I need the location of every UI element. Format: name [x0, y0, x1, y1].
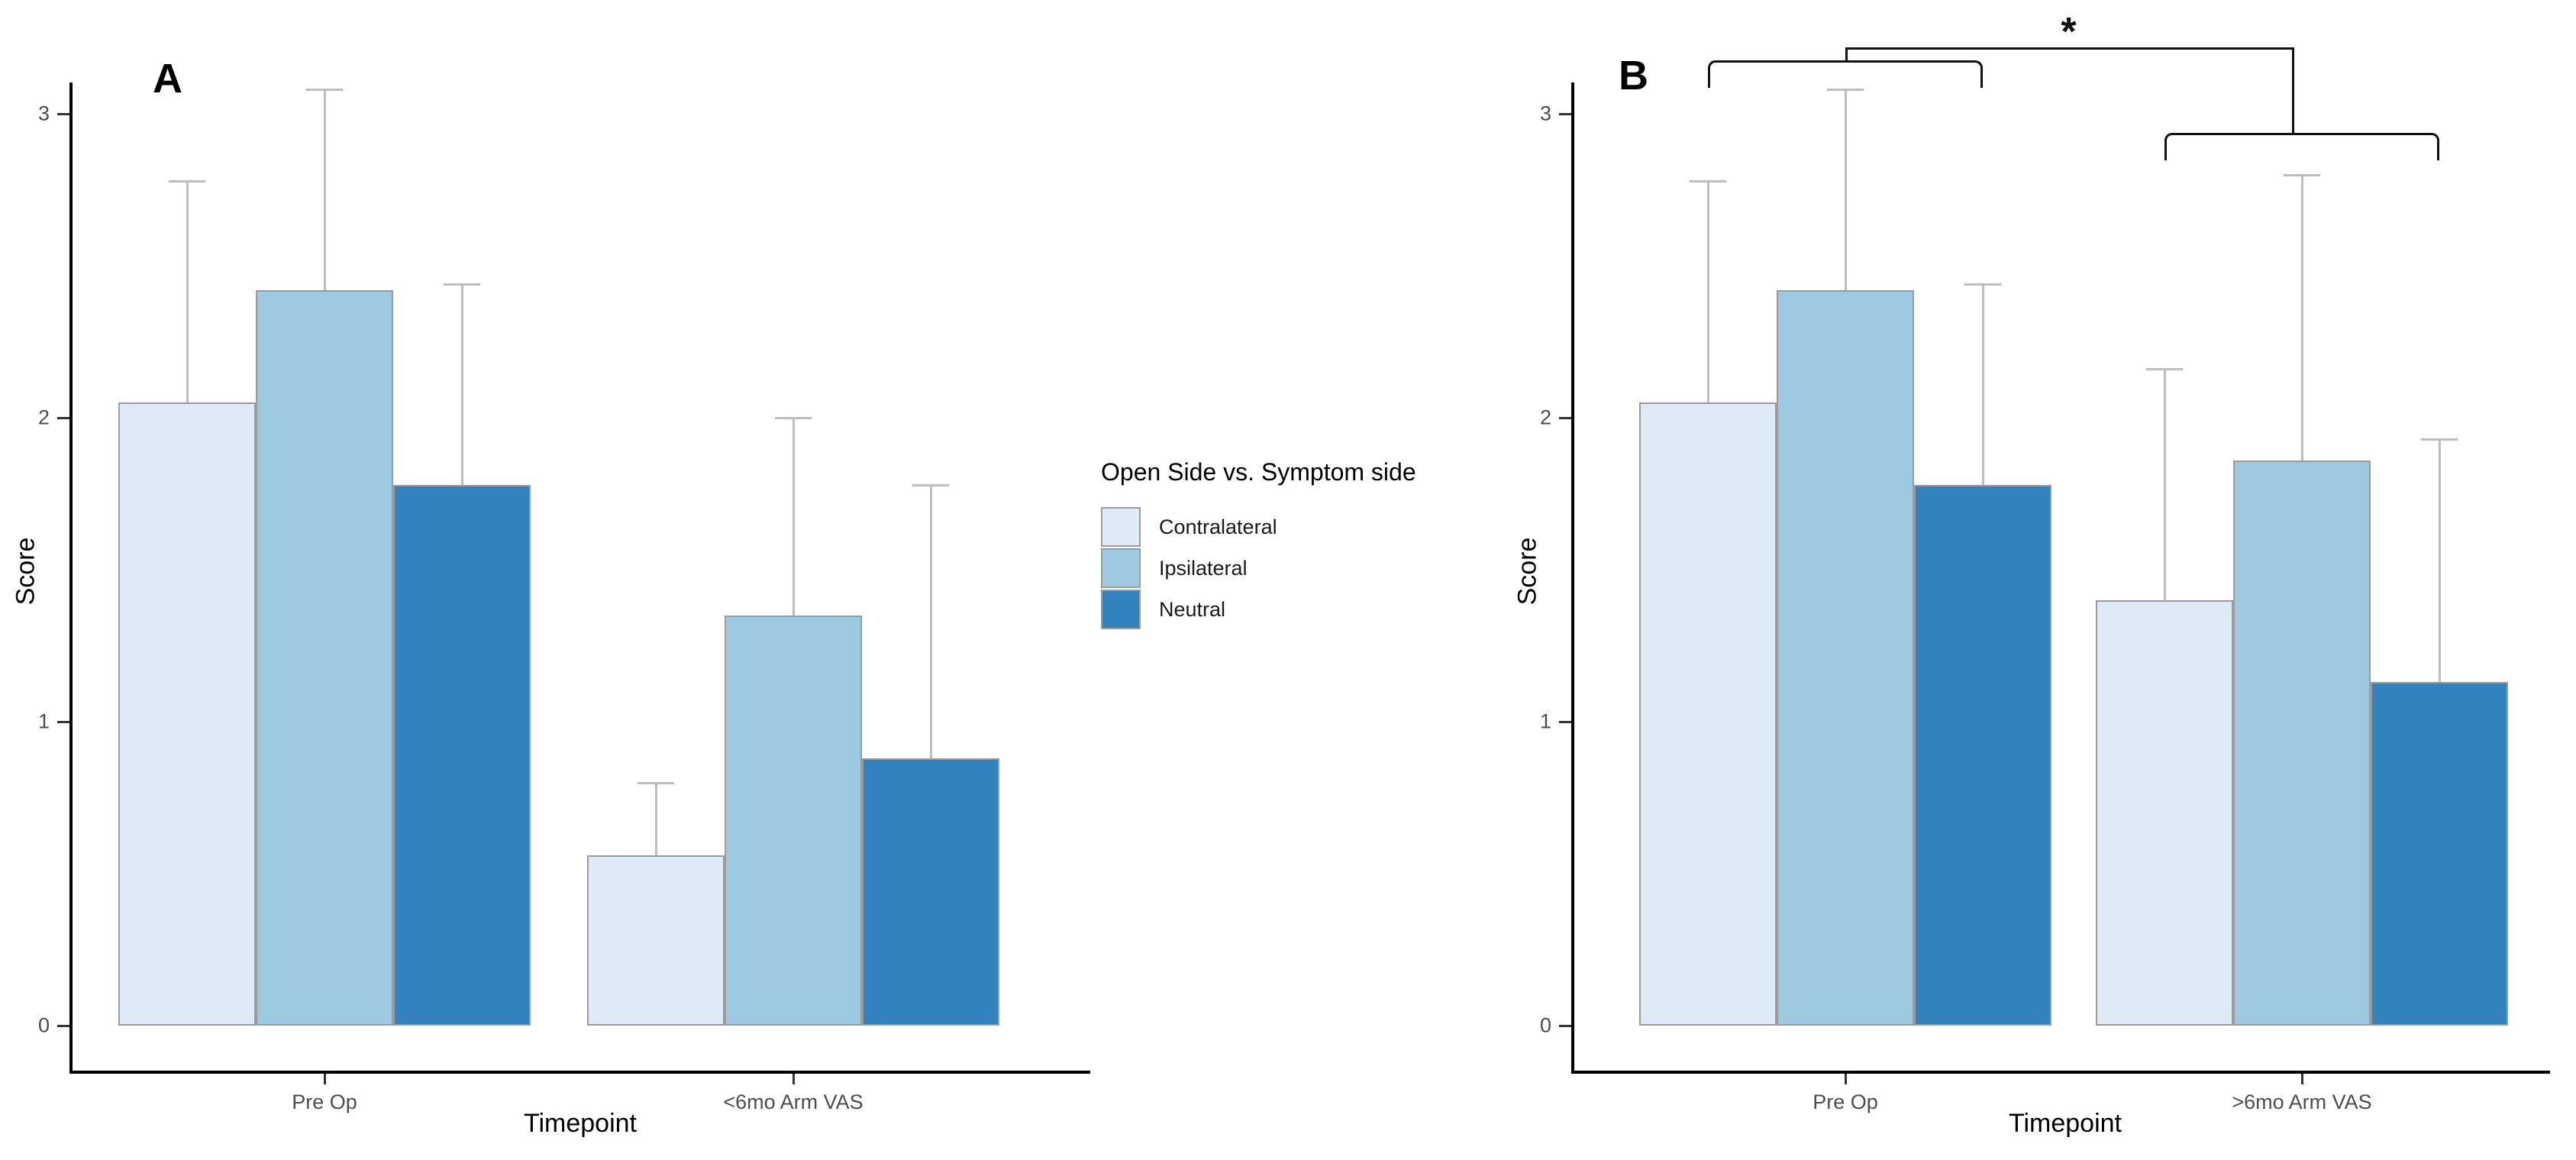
panel-a-x-axis-title: Timepoint [523, 1109, 638, 1138]
y-tick-mark [57, 1025, 69, 1027]
legend-title: Open Side vs. Symptom side [1101, 458, 1416, 486]
y-tick-mark [1559, 1025, 1571, 1027]
y-axis-line [1571, 82, 1574, 1074]
legend-item-neutral: Neutral [1101, 589, 1416, 630]
x-tick-mark [2301, 1074, 2303, 1084]
y-axis-line [69, 82, 73, 1074]
bar-contralateral-2 [587, 855, 725, 1026]
x-axis-line [1571, 1071, 2550, 1074]
error-bar-cap [912, 483, 949, 486]
error-bar [2438, 438, 2441, 683]
legend-item-contralateral: Contralateral [1101, 506, 1416, 548]
error-bar-cap [775, 417, 812, 419]
y-tick-mark [57, 721, 69, 723]
error-bar [323, 89, 326, 290]
panel-b-x-axis-title: Timepoint [2008, 1109, 2122, 1138]
error-bar-cap [638, 781, 674, 784]
legend-label-ipsilateral: Ipsilateral [1159, 556, 1248, 580]
error-bar [2300, 174, 2303, 460]
bar-contralateral-2 [2096, 599, 2233, 1026]
y-tick-label: 0 [37, 1013, 50, 1037]
bar-ipsilateral-2 [725, 615, 862, 1026]
error-bar [1706, 180, 1709, 403]
bar-ipsilateral-1 [256, 289, 393, 1026]
y-tick-label: 2 [37, 406, 50, 429]
bar-ipsilateral-2 [2233, 460, 2371, 1026]
error-bar-cap [1827, 89, 1864, 92]
legend-swatch-neutral [1101, 590, 1141, 629]
error-bar-cap [444, 283, 480, 286]
legend-label-neutral: Neutral [1159, 597, 1226, 621]
x-tick-label: Pre Op [292, 1091, 357, 1113]
error-bar-cap [306, 89, 343, 92]
y-tick-mark [1559, 113, 1571, 115]
legend-swatch-ipsilateral [1101, 548, 1141, 588]
x-axis-line [69, 1071, 1090, 1074]
significance-star: * [2061, 10, 2077, 54]
y-tick-label: 2 [1539, 406, 1551, 429]
error-bar [1844, 89, 1847, 290]
panel-a-y-axis-title: Score [11, 537, 40, 606]
error-bar [654, 782, 657, 856]
error-bar [186, 180, 189, 403]
legend-swatch-contralateral [1101, 507, 1141, 547]
significance-bracket-group1 [1708, 60, 1983, 88]
y-tick-mark [57, 113, 69, 115]
y-tick-label: 3 [1539, 102, 1551, 125]
bar-neutral-2 [2371, 682, 2508, 1026]
error-bar-cap [169, 179, 205, 183]
y-tick-label: 1 [37, 709, 50, 733]
significance-left-connector [1845, 47, 1848, 62]
significance-top-line [1845, 47, 2294, 50]
legend: Open Side vs. Symptom side Contralateral… [1101, 458, 1416, 630]
legend-item-ipsilateral: Ipsilateral [1101, 548, 1416, 589]
x-tick-mark [1845, 1074, 1847, 1084]
error-bar-cap [1690, 179, 1726, 183]
error-bar [1981, 283, 1984, 485]
x-tick-label: >6mo Arm VAS [2232, 1091, 2372, 1113]
x-tick-mark [792, 1074, 795, 1084]
significance-right-connector [2292, 47, 2294, 134]
x-tick-label: Pre Op [1813, 1091, 1878, 1113]
legend-label-contralateral: Contralateral [1159, 515, 1277, 538]
error-bar [2163, 369, 2166, 600]
panel-letter-a: A [153, 56, 182, 102]
x-tick-mark [324, 1074, 326, 1084]
significance-bracket-group2 [2164, 133, 2439, 160]
y-tick-label: 3 [37, 102, 50, 125]
error-bar [460, 283, 463, 485]
panel-b-y-axis-title: Score [1512, 537, 1542, 606]
error-bar [929, 484, 932, 758]
error-bar-cap [2146, 368, 2183, 371]
bar-contralateral-1 [1639, 402, 1777, 1026]
error-bar-cap [2284, 173, 2320, 176]
panel-letter-b: B [1619, 53, 1648, 99]
bar-neutral-1 [393, 484, 531, 1026]
y-tick-mark [1559, 721, 1571, 723]
y-tick-label: 1 [1539, 709, 1551, 733]
bar-neutral-1 [1914, 484, 2051, 1026]
error-bar-cap [2421, 438, 2458, 441]
error-bar-cap [1964, 283, 2001, 286]
y-tick-mark [1559, 417, 1571, 419]
y-tick-mark [57, 417, 69, 419]
x-tick-label: <6mo Arm VAS [723, 1091, 864, 1113]
bar-contralateral-1 [118, 402, 256, 1026]
y-tick-label: 0 [1539, 1013, 1551, 1037]
error-bar [792, 418, 795, 616]
bar-neutral-2 [862, 758, 999, 1026]
bar-ipsilateral-1 [1777, 289, 1914, 1026]
